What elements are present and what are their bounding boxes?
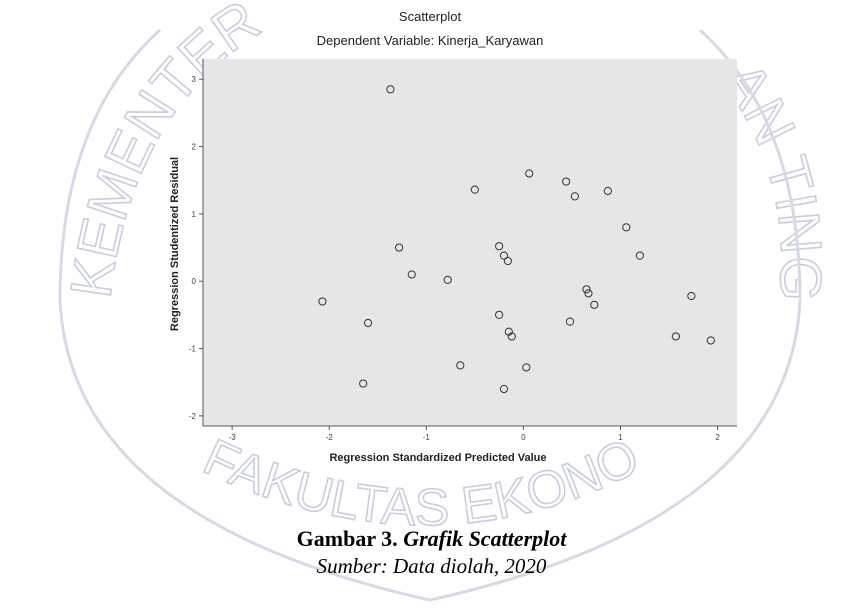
chart-subtitle: Dependent Variable: Kinerja_Karyawan <box>317 33 544 48</box>
scatter-point <box>507 332 516 341</box>
scatter-point <box>359 379 368 388</box>
x-tick-label: -2 <box>326 433 334 442</box>
y-tick-label: -2 <box>189 412 197 421</box>
y-axis-ticks: -2 -1 0 1 2 3 <box>189 75 203 421</box>
scatter-point <box>456 361 465 370</box>
scatter-point <box>525 169 534 178</box>
y-tick-label: 0 <box>192 277 197 286</box>
x-tick-label: -3 <box>229 433 237 442</box>
x-tick-label: 2 <box>715 433 720 442</box>
plot-area <box>203 59 737 426</box>
scatter-point <box>503 256 512 266</box>
y-axis-label: Regression Studentized Residual <box>169 157 181 331</box>
figure-caption: Gambar 3. Grafik Scatterplot <box>0 526 863 552</box>
scatter-point <box>495 242 504 251</box>
y-tick-label: 3 <box>192 75 197 84</box>
scatter-point <box>562 177 571 186</box>
scatter-point <box>495 310 504 319</box>
watermark-border <box>58 28 802 602</box>
scatter-point <box>318 297 327 306</box>
y-tick-label: -1 <box>189 345 197 354</box>
scatter-point <box>470 185 479 194</box>
scatter-point <box>687 291 696 301</box>
scatter-point <box>570 192 579 201</box>
scatter-point <box>499 384 509 394</box>
scatter-point <box>603 186 612 196</box>
scatter-point <box>706 336 715 345</box>
x-tick-label: 0 <box>521 433 526 442</box>
scatter-point <box>407 270 416 279</box>
y-tick-label: 2 <box>192 143 197 152</box>
scatter-point <box>443 275 452 284</box>
x-axis-label: Regression Standardized Predicted Value <box>329 452 546 464</box>
scatter-point <box>363 318 373 328</box>
data-points <box>318 85 715 394</box>
x-axis-ticks: -3 -2 -1 0 1 2 <box>229 426 720 442</box>
scatter-point <box>635 251 645 260</box>
scatter-point <box>590 300 599 309</box>
scatter-point <box>522 363 531 372</box>
scatter-point <box>395 243 404 252</box>
x-tick-label: 1 <box>618 433 623 442</box>
x-tick-label: -1 <box>423 433 431 442</box>
scatter-point <box>565 317 575 326</box>
scatter-point <box>584 289 593 298</box>
scatter-point <box>671 332 680 341</box>
figure-caption-title: Grafik Scatterplot <box>403 526 567 551</box>
figure-source: Sumber: Data diolah, 2020 <box>316 554 547 578</box>
scatter-point <box>582 285 591 294</box>
y-tick-label: 1 <box>192 210 197 219</box>
scatter-point <box>499 251 509 260</box>
scatter-point <box>386 85 395 94</box>
scatter-point <box>504 327 513 336</box>
scatter-point <box>622 223 631 232</box>
figure-caption-label: Gambar 3. <box>296 526 398 551</box>
chart-title: Scatterplot <box>399 9 462 24</box>
